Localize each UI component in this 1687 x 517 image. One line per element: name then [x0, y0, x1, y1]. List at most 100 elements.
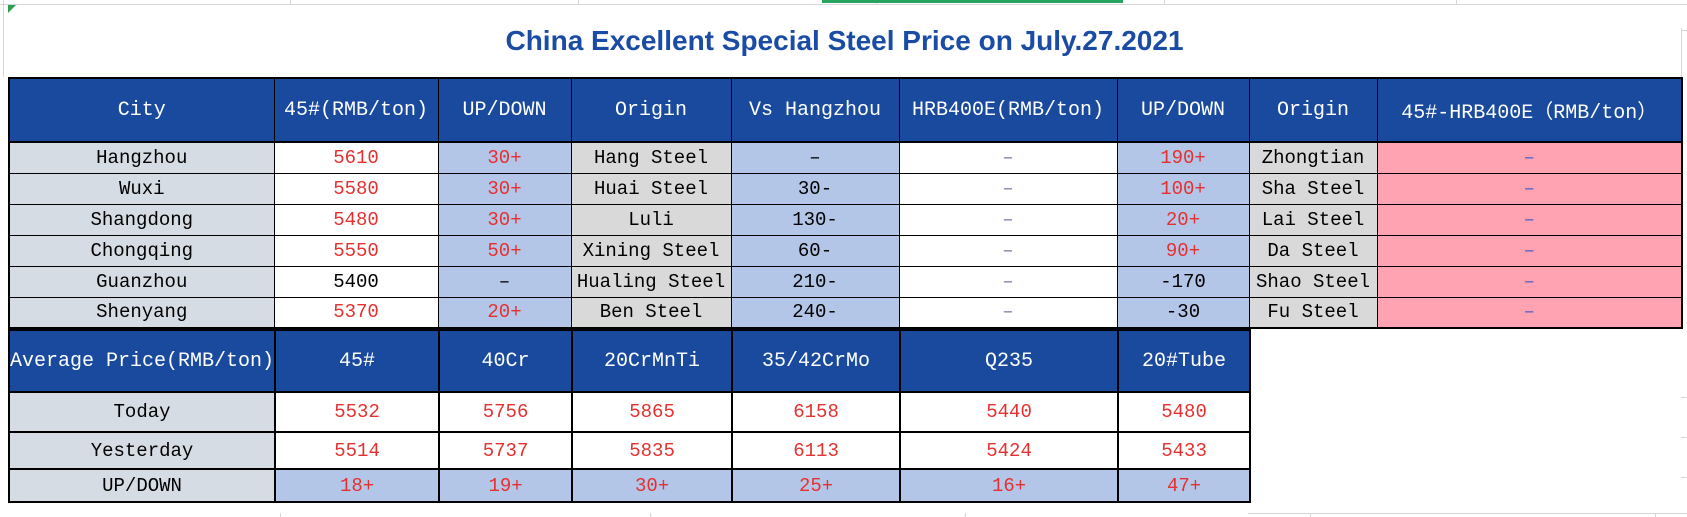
header-cell[interactable]: UP/DOWN: [1116, 77, 1250, 143]
data-cell[interactable]: 30+: [437, 203, 572, 236]
header-cell[interactable]: Average Price(RMB/ton): [7, 329, 277, 393]
data-cell[interactable]: 5610: [273, 141, 439, 174]
data-cell[interactable]: –: [898, 296, 1118, 329]
row-label-cell[interactable]: Wuxi: [8, 172, 275, 205]
data-cell[interactable]: –: [1376, 172, 1683, 205]
data-cell[interactable]: 20+: [437, 296, 572, 329]
data-cell[interactable]: 50+: [437, 234, 572, 267]
data-cell[interactable]: –: [1376, 296, 1683, 329]
data-cell[interactable]: –: [1376, 265, 1683, 298]
row-label-cell[interactable]: Yesterday: [7, 431, 277, 470]
data-cell[interactable]: 240-: [730, 296, 900, 329]
gridline: [290, 0, 291, 4]
data-cell[interactable]: 5532: [274, 391, 441, 433]
header-cell[interactable]: UP/DOWN: [437, 77, 572, 143]
row-label-cell[interactable]: UP/DOWN: [7, 468, 277, 503]
data-cell[interactable]: Huai Steel: [570, 172, 732, 205]
data-cell[interactable]: 130-: [730, 203, 900, 236]
data-cell[interactable]: 5400: [273, 265, 439, 298]
data-cell[interactable]: 5480: [1117, 391, 1252, 433]
data-cell[interactable]: 30-: [730, 172, 900, 205]
header-cell[interactable]: Origin: [570, 77, 732, 143]
data-cell[interactable]: 5370: [273, 296, 439, 329]
data-cell[interactable]: Da Steel: [1248, 234, 1378, 267]
header-cell[interactable]: Vs Hangzhou: [730, 77, 900, 143]
header-cell[interactable]: 45#-HRB400E（RMB/ton）: [1376, 77, 1683, 143]
data-cell[interactable]: –: [437, 265, 572, 298]
data-cell[interactable]: 5480: [273, 203, 439, 236]
header-cell[interactable]: 45#: [274, 329, 441, 393]
data-cell[interactable]: Shao Steel: [1248, 265, 1378, 298]
data-cell[interactable]: 5440: [899, 391, 1120, 433]
row-label-cell[interactable]: Shenyang: [8, 296, 275, 329]
data-cell[interactable]: 190+: [1116, 141, 1250, 174]
data-cell[interactable]: –: [1376, 234, 1683, 267]
header-cell[interactable]: 35/42CrMo: [731, 329, 902, 393]
gridline: [1681, 397, 1687, 398]
header-cell[interactable]: 45#(RMB/ton): [273, 77, 439, 143]
data-cell[interactable]: Hualing Steel: [570, 265, 732, 298]
data-cell[interactable]: –: [898, 265, 1118, 298]
data-cell[interactable]: 210-: [730, 265, 900, 298]
data-cell[interactable]: –: [730, 141, 900, 174]
header-cell[interactable]: 20CrMnTi: [571, 329, 734, 393]
data-cell[interactable]: 5835: [571, 431, 734, 470]
data-cell[interactable]: 6158: [731, 391, 902, 433]
gridline: [1681, 30, 1687, 31]
data-cell[interactable]: 90+: [1116, 234, 1250, 267]
data-cell[interactable]: 6113: [731, 431, 902, 470]
data-cell[interactable]: 5865: [571, 391, 734, 433]
row-label-cell[interactable]: Today: [7, 391, 277, 433]
data-cell[interactable]: 5550: [273, 234, 439, 267]
sheet-title[interactable]: China Excellent Special Steel Price on J…: [505, 25, 1184, 56]
data-cell[interactable]: 5514: [274, 431, 441, 470]
header-cell[interactable]: Origin: [1248, 77, 1378, 143]
data-cell[interactable]: Lai Steel: [1248, 203, 1378, 236]
data-cell[interactable]: 5737: [438, 431, 574, 470]
data-cell[interactable]: Sha Steel: [1248, 172, 1378, 205]
data-cell[interactable]: –: [898, 203, 1118, 236]
header-cell[interactable]: HRB400E(RMB/ton): [898, 77, 1118, 143]
data-cell[interactable]: –: [898, 141, 1118, 174]
data-cell[interactable]: –: [898, 234, 1118, 267]
data-cell[interactable]: 60-: [730, 234, 900, 267]
header-cell[interactable]: 20#Tube: [1117, 329, 1252, 393]
gridline: [1456, 0, 1457, 4]
data-cell[interactable]: Xining Steel: [570, 234, 732, 267]
data-cell[interactable]: Luli: [570, 203, 732, 236]
row-label-cell[interactable]: Shangdong: [8, 203, 275, 236]
data-cell[interactable]: 5424: [899, 431, 1120, 470]
data-cell[interactable]: 47+: [1117, 468, 1252, 503]
data-cell[interactable]: Fu Steel: [1248, 296, 1378, 329]
row-label-cell[interactable]: Chongqing: [8, 234, 275, 267]
data-cell[interactable]: 5756: [438, 391, 574, 433]
data-cell[interactable]: Ben Steel: [570, 296, 732, 329]
gridline: [3, 0, 4, 77]
data-cell[interactable]: 5580: [273, 172, 439, 205]
data-cell[interactable]: 20+: [1116, 203, 1250, 236]
data-cell[interactable]: 30+: [571, 468, 734, 503]
data-cell[interactable]: 5433: [1117, 431, 1252, 470]
data-cell[interactable]: 25+: [731, 468, 902, 503]
data-cell[interactable]: -30: [1116, 296, 1250, 329]
header-cell[interactable]: City: [8, 77, 275, 143]
data-cell[interactable]: 16+: [899, 468, 1120, 503]
data-cell[interactable]: 19+: [438, 468, 574, 503]
gridline: [650, 513, 651, 517]
table-row: Guanzhou 5400– Hualing Steel 210- – -170 Shao …: [8, 265, 1683, 298]
data-cell[interactable]: 100+: [1116, 172, 1250, 205]
header-cell[interactable]: 40Cr: [438, 329, 574, 393]
row-label-cell[interactable]: Guanzhou: [8, 265, 275, 298]
data-cell[interactable]: Zhongtian: [1248, 141, 1378, 174]
data-cell[interactable]: –: [1376, 203, 1683, 236]
data-cell[interactable]: 18+: [274, 468, 441, 503]
data-cell[interactable]: Hang Steel: [570, 141, 732, 174]
header-cell[interactable]: Q235: [899, 329, 1120, 393]
row-label-cell[interactable]: Hangzhou: [8, 141, 275, 174]
data-cell[interactable]: –: [898, 172, 1118, 205]
data-cell[interactable]: –: [1376, 141, 1683, 174]
data-cell[interactable]: 30+: [437, 172, 572, 205]
data-cell[interactable]: 30+: [437, 141, 572, 174]
gridline: [1248, 513, 1687, 514]
data-cell[interactable]: -170: [1116, 265, 1250, 298]
